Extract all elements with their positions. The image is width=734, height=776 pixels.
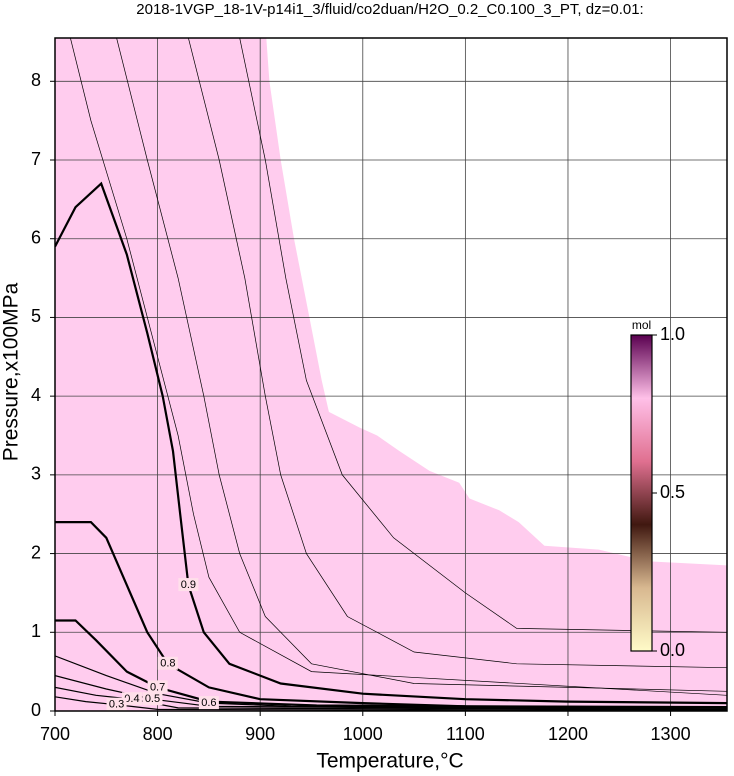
contour-label-bg [142,692,163,706]
x-tick-label: 1300 [651,724,691,744]
x-tick-label: 900 [245,724,275,744]
contour-label: 0.8 [160,658,175,670]
contour-label-bg [121,692,142,706]
y-tick-label: 6 [31,227,41,247]
x-tick-label: 1100 [446,724,485,744]
colorbar [630,334,653,652]
contour-label-bg [157,656,178,670]
stability-field [55,38,727,711]
colorbar-tick-label: 1.0 [660,324,685,344]
contour-label: 0.5 [145,693,160,705]
contour-label: 0.4 [124,693,139,705]
contour-label: 0.9 [181,579,196,591]
y-tick-label: 0 [31,700,41,720]
contour-line [188,38,727,669]
contour-label-bg [198,696,219,710]
y-tick-label: 4 [31,385,41,405]
x-tick-label: 1200 [548,724,588,744]
colorbar-label: mol [632,318,651,332]
contour-line [116,38,727,692]
y-axis-label: Pressure,x100MPa [0,282,23,461]
contour-line [55,655,727,710]
x-tick-label: 1000 [343,724,383,744]
x-tick-label: 700 [40,724,70,744]
colorbar-tick-label: 0.5 [660,482,685,502]
contour-line [239,38,727,633]
colorbar-tick-label: 0.0 [660,640,685,660]
contour-label-bg [178,578,199,592]
contour-label: 0.6 [201,697,216,709]
contour-label: 0.7 [150,681,165,693]
chart-title: 2018-1VGP_18-1V-p14i1_3/fluid/co2duan/H2… [136,1,643,18]
x-axis-label: Temperature,°C [316,750,463,773]
contour-line [70,38,727,696]
contour-label-bg [106,697,127,711]
y-tick-label: 5 [31,306,41,326]
plot-frame [54,37,728,712]
y-tick-label: 1 [31,621,41,641]
contour-line [55,619,727,709]
y-tick-label: 7 [31,149,41,169]
y-tick-label: 8 [31,70,41,90]
contour-line [55,181,727,705]
y-tick-label: 2 [31,542,41,562]
contour-label: 0.3 [109,699,124,711]
contour-label-bg [147,680,168,694]
y-tick-label: 3 [31,464,41,484]
x-tick-label: 800 [143,724,173,744]
